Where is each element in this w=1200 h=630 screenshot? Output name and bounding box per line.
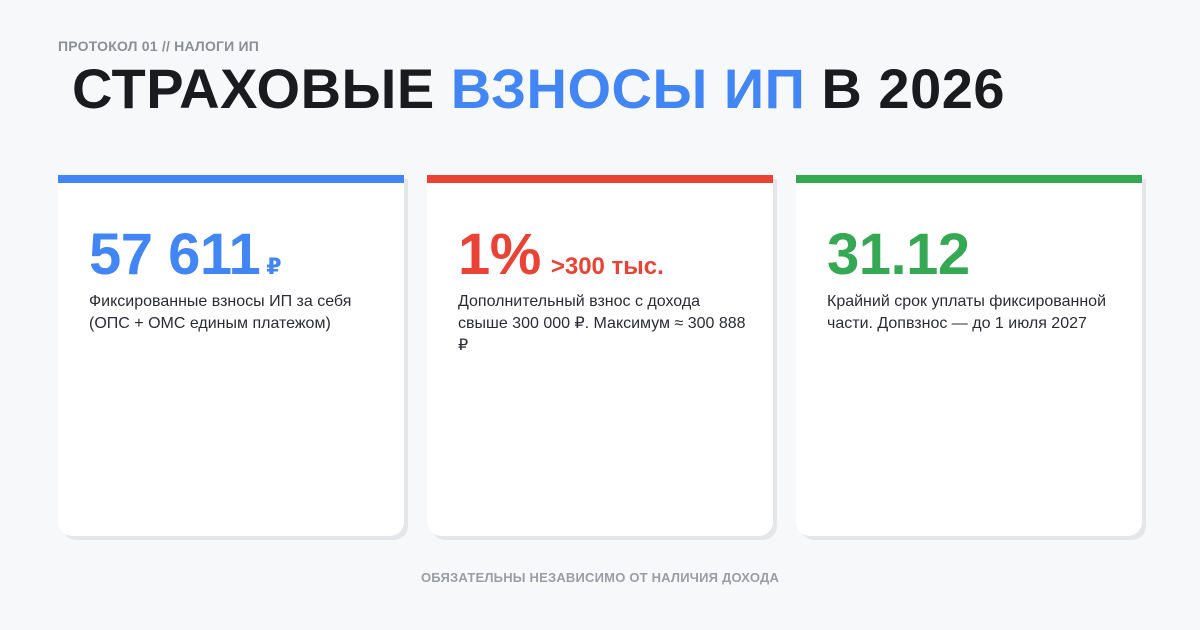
card-figure: 1% >300 тыс.	[458, 225, 664, 297]
card-accent-bar	[796, 175, 1142, 183]
card-accent-bar	[427, 175, 773, 183]
card-figure: 57 611 ₽	[89, 225, 282, 297]
card-additional-contribution: 1% >300 тыс. Дополнительный взнос с доход…	[427, 175, 773, 536]
card-description: Дополнительный взнос с дохода свыше 300 …	[458, 293, 746, 354]
card-figure: 31.12	[827, 225, 970, 285]
title-accent: ВЗНОСЫ ИП	[450, 57, 806, 120]
card-description: Крайний срок уплаты фиксированной части.…	[827, 293, 1107, 332]
card-accent-bar	[58, 175, 404, 183]
figure-suffix: >300 тыс.	[550, 253, 664, 280]
title-part-2: В 2026	[805, 57, 1006, 120]
kicker-label: ПРОТОКОЛ 01 // НАЛОГИ ИП	[58, 38, 260, 54]
card-fixed-contributions: 57 611 ₽ Фиксированные взносы ИП за себя …	[58, 175, 404, 536]
figure-value: 31.12	[827, 222, 970, 287]
footer-note: ОБЯЗАТЕЛЬНЫ НЕЗАВИСИМО ОТ НАЛИЧИЯ ДОХОДА	[420, 570, 780, 585]
figure-value: 1%	[458, 222, 541, 287]
card-deadline: 31.12 Крайний срок уплаты фиксированной …	[796, 175, 1142, 536]
page-title: СТРАХОВЫЕ ВЗНОСЫ ИП В 2026	[72, 58, 1005, 120]
title-part-1: СТРАХОВЫЕ	[72, 57, 451, 120]
figure-value: 57 611	[89, 222, 261, 287]
figure-unit: ₽	[266, 254, 282, 279]
card-description: Фиксированные взносы ИП за себя (ОПС + О…	[89, 293, 352, 332]
